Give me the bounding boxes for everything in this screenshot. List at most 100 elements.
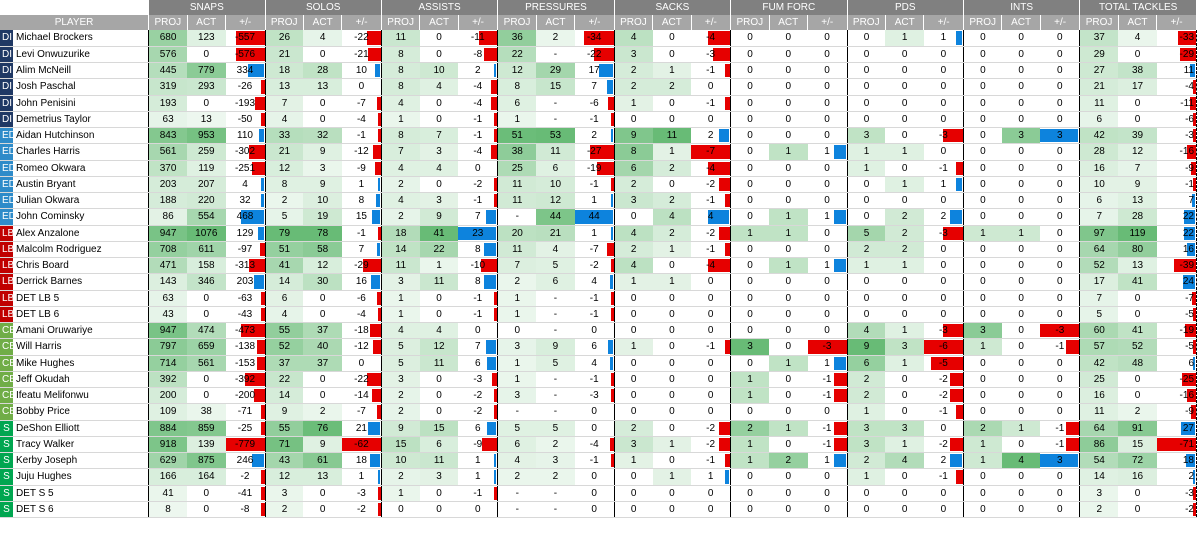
assists-act-cell: 0 <box>419 501 459 519</box>
tt-diff-cell: -9 <box>1156 160 1197 177</box>
table-row[interactable]: S DET S 6 8 0 -8 2 0 -2 0 0 0- -0 0 0 0 0 0 0 0 0 0 0 0 0 2 0 -2 <box>0 501 1197 519</box>
diff-value: 0 <box>1057 373 1063 385</box>
negative-diff-bar <box>257 340 264 354</box>
table-row[interactable]: DI Alim McNeill 445 779 334 18 28 10 8 10 2 12 29 17 2… <box>0 62 1197 80</box>
table-row[interactable]: EDJulian Okwara18822032210843-11112132-1… <box>0 192 1197 210</box>
tt-diff-cell: -33 <box>1156 30 1197 47</box>
table-row[interactable]: EDJohn Cominsky8655446851915297-44440440… <box>0 208 1197 226</box>
table-row[interactable]: EDAustin Bryant203207489120-21110-120-20… <box>0 176 1197 194</box>
pds-proj-cell: 0 <box>846 192 886 210</box>
tt-act-cell: 7 <box>1118 160 1157 177</box>
snaps-act-cell: 953 <box>187 127 226 145</box>
snaps-diff-cell: 468 <box>225 208 266 226</box>
negative-diff-bar <box>713 47 730 61</box>
table-row[interactable]: LB Chris Board 471 158 -313 41 12 -29 11 1 -10 7 5 -2… <box>0 257 1197 275</box>
table-row[interactable]: S Tracy Walker 918 139 -779 71 9 -62 15 6 -9 6 2 -4 3 1… <box>0 436 1197 454</box>
group-header-assists: ASSISTS <box>381 0 499 15</box>
pressures-proj-cell: 38 <box>497 143 537 161</box>
table-row[interactable]: LB DET LB 6 43 0 -43 4 0 -4 1 0 -1 1- -1 0 0 0 0 0 0 0 0 0 0 0 0… <box>0 306 1197 324</box>
diff-value: 32 <box>239 195 251 207</box>
ints-diff-cell: 0 <box>1040 501 1081 519</box>
diff-value: -2 <box>706 438 716 450</box>
table-row[interactable]: EDCharles Harris561259-302219-1273-43811… <box>0 143 1197 161</box>
diff-value: 0 <box>940 81 947 93</box>
diff-value: 0 <box>707 406 714 418</box>
pressures-proj-cell: 0 <box>497 322 537 340</box>
diff-value: 0 <box>1057 65 1063 77</box>
solos-proj-header: PROJ <box>265 15 304 30</box>
sacks-proj-cell: 1 <box>613 338 653 356</box>
pressures-proj-cell: 12 <box>497 62 537 80</box>
table-row[interactable]: CBBobby Price10938-7192-720-2--000000010… <box>0 403 1197 421</box>
table-row[interactable]: CBIfeatu Melifonwu2000-200140-1420-23--3… <box>0 387 1197 405</box>
pressures-act-cell: - <box>536 403 575 421</box>
diff-value: 0 <box>1057 32 1063 44</box>
position-badge: LB <box>0 225 14 242</box>
table-row[interactable]: DI Demetrius Taylor 63 13 -50 4 0 -4 1 0 -1 1- -1 0 0 0… <box>0 111 1197 129</box>
diff-value: -2 <box>938 438 948 450</box>
table-row[interactable]: S DeShon Elliott 884 859 -25 55 76 21 9 15 6 5 5 0 2 0-… <box>0 420 1197 437</box>
solos-proj-cell: 7 <box>264 95 304 112</box>
tt-act-cell: 41 <box>1118 322 1157 340</box>
table-row[interactable]: DI Michael Brockers 680 123 -557 26 4 -22 11 0 -11… <box>0 30 1197 47</box>
negative-diff-bar <box>377 486 381 500</box>
diff-value: -1 <box>356 130 366 142</box>
ff-act-cell: 0 <box>769 111 808 129</box>
table-row[interactable]: CBMike Hughes714561-15337370511615400001… <box>0 355 1197 372</box>
pressures-act-cell: 5 <box>536 420 575 437</box>
sacks-proj-cell: 0 <box>613 501 653 519</box>
table-row[interactable]: DI Josh Paschal 319 293 -26 13 13 0 8 4 -4 8 15 7 2 2 0 0… <box>0 78 1197 96</box>
table-row[interactable]: S DET S 5 41 0 -41 3 0 -3 1 0 -1- -0 0 0 0 0 0 0 0 0 0 0 0 0 3 0-… <box>0 485 1197 502</box>
ints-proj-cell: 0 <box>962 208 1002 226</box>
table-row[interactable]: DI Levi Onwuzurike 576 0 -576 21 0 -21 8 0 -8 22- -2… <box>0 46 1197 64</box>
solos-proj-cell: 3 <box>264 485 304 502</box>
table-row[interactable]: CBAmani Oruwariye947474-4735537-184400-0… <box>0 322 1197 340</box>
assists-proj-cell: 0 <box>380 501 420 519</box>
sacks-act-cell: 0 <box>652 95 692 112</box>
negative-diff-bar <box>373 340 381 354</box>
table-row[interactable]: LB Derrick Barnes 143 346 203 14 30 16 3 11 8 2 6 4 1 1… <box>0 273 1197 291</box>
snaps-diff-cell: -63 <box>225 290 266 307</box>
table-row[interactable]: DI John Penisini 193 0 -193 7 0 -7 4 0 -4 6- -6 1 0 -1 0… <box>0 95 1197 112</box>
solos-diff-cell: -22 <box>341 30 382 47</box>
snaps-diff-cell: -138 <box>225 338 266 356</box>
diff-value: -2 <box>240 471 250 483</box>
positive-diff-bar <box>257 226 264 240</box>
positive-diff-bar <box>241 210 264 224</box>
assists-act-cell: 0 <box>419 176 459 194</box>
diff-value: -251 <box>235 162 256 174</box>
diff-value: 4 <box>591 357 597 369</box>
table-row[interactable]: LB Malcolm Rodriguez 708 611 -97 51 58 7 14 22 8 11… <box>0 241 1197 259</box>
ff-diff-cell: -1 <box>807 420 848 437</box>
diff-value: -1 <box>706 97 716 109</box>
tt-diff-cell: -16 <box>1156 143 1197 161</box>
table-row[interactable]: LB DET LB 5 63 0 -63 6 0 -6 1 0 -1 1- -1 0 0 0 0 0 0 0 0 0 0 0 0… <box>0 290 1197 307</box>
ints-act-cell: 0 <box>1001 468 1041 486</box>
ints-diff-cell: 0 <box>1040 46 1081 64</box>
player-column-header: PLAYER <box>0 15 150 30</box>
pressures-diff-cell: -1 <box>574 176 615 194</box>
solos-act-cell: 0 <box>303 371 342 389</box>
sacks-diff-cell: 0 <box>691 501 732 519</box>
table-row[interactable]: S Juju Hughes 166 164 -2 12 13 1 2 3 1 2 2 0 0 1 1 0 0 0 1 0-… <box>0 468 1197 486</box>
diff-value: 0 <box>707 325 714 337</box>
table-row[interactable]: EDAidan Hutchinson8439531103332-187-1515… <box>0 127 1197 145</box>
sacks-proj-cell: 9 <box>613 127 653 145</box>
table-row[interactable]: CBJeff Okudah3920-392220-2230-31--100010… <box>0 371 1197 389</box>
pds-proj-cell: 0 <box>846 306 886 324</box>
solos-diff-cell: -1 <box>341 127 382 145</box>
table-row[interactable]: S Kerby Joseph 629 875 246 43 61 18 10 11 1 4 3 -1 1 0-… <box>0 452 1197 470</box>
table-row[interactable]: LB Alex Anzalone 947 1076 129 79 78 -1 18 41 23 20 2… <box>0 225 1197 242</box>
diff-value: 0 <box>707 487 714 499</box>
ints-diff-cell: 0 <box>1040 95 1081 112</box>
sacks-act-cell: 0 <box>652 371 692 389</box>
negative-diff-bar <box>261 291 264 305</box>
pressures-act-cell: 2 <box>536 30 575 47</box>
solos-act-cell: 30 <box>303 273 342 291</box>
sacks-proj-cell: 0 <box>613 322 653 340</box>
positive-diff-bar <box>483 275 497 289</box>
table-row[interactable]: EDRomeo Okwara370119-251123-9440256-1962… <box>0 160 1197 177</box>
positive-diff-bar <box>707 210 730 224</box>
pressures-diff-cell: -7 <box>574 241 615 259</box>
table-row[interactable]: CBWill Harris797659-1385240-12512739610-… <box>0 338 1197 356</box>
